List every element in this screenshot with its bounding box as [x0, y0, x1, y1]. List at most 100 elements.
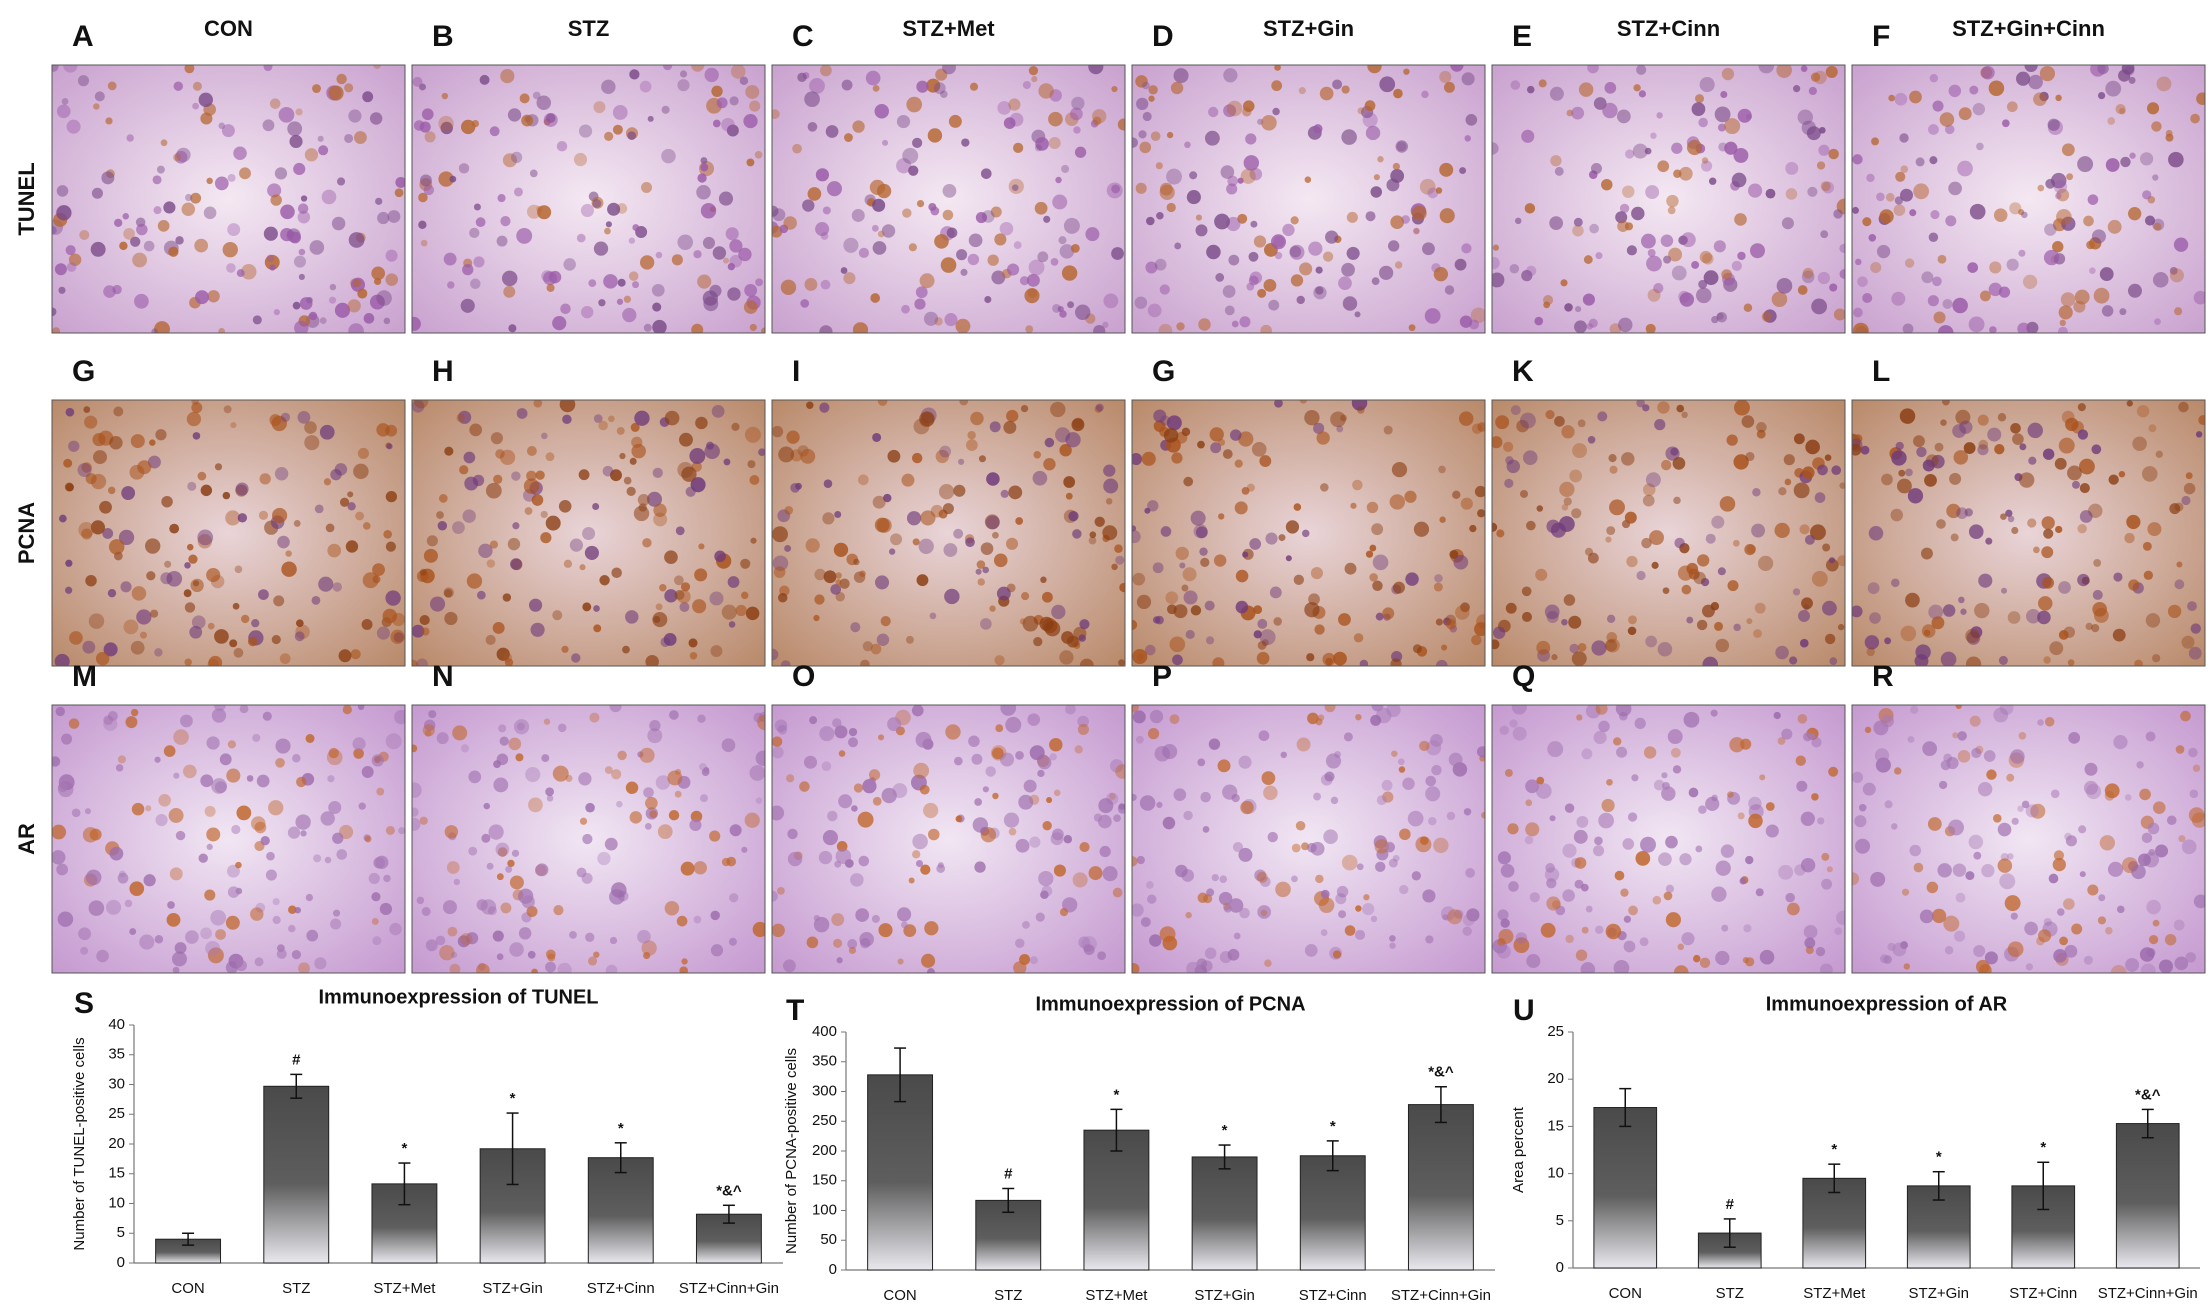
- cell: [1737, 812, 1745, 820]
- cell: [1289, 244, 1305, 260]
- cell: [934, 317, 943, 326]
- micrograph: [411, 64, 766, 334]
- cell: [321, 189, 337, 205]
- cell: [1740, 738, 1752, 750]
- cell: [602, 465, 614, 477]
- cell: [1807, 186, 1818, 197]
- cell: [1979, 290, 1991, 302]
- cell: [1574, 857, 1587, 869]
- cell: [919, 411, 935, 427]
- cell: [1563, 594, 1576, 606]
- bar: [1802, 1177, 1867, 1269]
- cell: [353, 748, 364, 759]
- cell: [412, 817, 421, 831]
- cell: [441, 92, 449, 100]
- cell: [1803, 732, 1813, 742]
- cell: [576, 233, 586, 243]
- cell: [1359, 659, 1369, 666]
- cell: [1196, 958, 1208, 969]
- cell: [858, 855, 870, 867]
- cell: [1623, 940, 1636, 953]
- cell: [2073, 300, 2086, 313]
- cell: [56, 205, 72, 221]
- cell: [357, 447, 370, 459]
- cell: [1028, 65, 1039, 76]
- cell: [287, 121, 303, 137]
- cell: [1965, 628, 1980, 644]
- cell: [1952, 297, 1968, 314]
- cell: [1273, 617, 1282, 626]
- cell: [195, 290, 209, 305]
- cell: [312, 84, 321, 93]
- cell: [287, 826, 301, 839]
- cell: [699, 762, 707, 771]
- cell: [1929, 156, 1938, 165]
- cell: [1097, 951, 1107, 961]
- cell: [1774, 522, 1790, 539]
- cell: [117, 755, 126, 764]
- cell: [1981, 864, 1995, 878]
- cell: [787, 851, 803, 867]
- cell: [122, 213, 130, 220]
- cell: [1884, 800, 1893, 809]
- cell: [1590, 162, 1602, 175]
- y-tick-label: 20: [1547, 1070, 1564, 1087]
- cell: [1928, 124, 1939, 135]
- cell: [1997, 413, 2007, 422]
- cell: [207, 947, 224, 964]
- cell: [1858, 803, 1867, 812]
- cell: [155, 813, 168, 827]
- cell: [412, 744, 418, 753]
- cell: [1594, 836, 1603, 846]
- cell: [609, 705, 622, 713]
- cell: [130, 708, 139, 717]
- micrograph-border: [51, 704, 406, 974]
- cell: [1837, 623, 1845, 631]
- cell: [1948, 84, 1962, 98]
- cell: [597, 851, 611, 866]
- cell: [1050, 258, 1059, 266]
- cell: [1103, 293, 1119, 309]
- cell: [710, 944, 724, 957]
- cell: [1701, 157, 1709, 164]
- cell: [609, 889, 625, 905]
- cell: [1868, 525, 1884, 541]
- cell: [953, 484, 966, 497]
- cell: [77, 462, 92, 478]
- cell: [1013, 241, 1022, 250]
- cell: [673, 575, 684, 586]
- cell: [1521, 269, 1533, 282]
- cell: [157, 220, 170, 232]
- cell: [623, 476, 632, 485]
- cell: [1956, 507, 1968, 520]
- cell: [1035, 137, 1049, 151]
- cell: [1510, 80, 1521, 90]
- cell: [473, 256, 485, 268]
- cell: [1304, 176, 1312, 183]
- cell: [56, 863, 69, 876]
- cell: [1907, 736, 1915, 743]
- cell: [625, 781, 639, 795]
- cell: [2136, 405, 2150, 418]
- cell: [1942, 604, 1956, 617]
- cell: [588, 279, 597, 288]
- cell: [1587, 65, 1599, 74]
- cell: [323, 478, 332, 486]
- cell: [423, 184, 435, 196]
- texture: [772, 400, 1125, 666]
- cell: [358, 802, 366, 810]
- cell: [214, 781, 227, 794]
- cell: [239, 705, 249, 714]
- cell: [2173, 237, 2189, 252]
- cell: [90, 520, 105, 535]
- panel-letter: F: [1872, 20, 1890, 53]
- cell: [363, 522, 371, 530]
- cell: [1739, 877, 1747, 885]
- cell: [1743, 303, 1753, 313]
- cell: [1981, 65, 1995, 80]
- cell: [2167, 604, 2182, 619]
- cell: [457, 410, 472, 424]
- cell: [108, 539, 125, 555]
- cell: [192, 102, 199, 110]
- cell: [1775, 645, 1789, 660]
